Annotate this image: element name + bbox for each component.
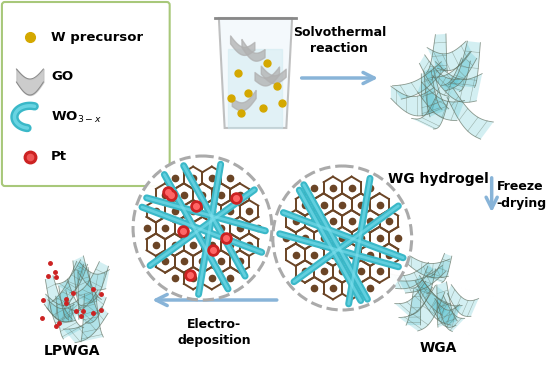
Polygon shape xyxy=(432,52,476,91)
Polygon shape xyxy=(45,276,73,327)
Polygon shape xyxy=(406,290,420,325)
Polygon shape xyxy=(52,261,84,307)
Text: W precursor: W precursor xyxy=(51,31,143,43)
Polygon shape xyxy=(73,256,101,309)
Polygon shape xyxy=(418,82,465,121)
Polygon shape xyxy=(437,282,457,327)
Text: WO$_{3-x}$: WO$_{3-x}$ xyxy=(51,109,102,124)
Polygon shape xyxy=(419,55,459,96)
Polygon shape xyxy=(433,298,460,328)
Text: WGA: WGA xyxy=(420,341,458,355)
Polygon shape xyxy=(399,265,445,293)
Polygon shape xyxy=(78,268,99,319)
Polygon shape xyxy=(47,300,74,322)
Polygon shape xyxy=(63,307,108,343)
Text: Pt: Pt xyxy=(51,151,67,163)
Polygon shape xyxy=(399,285,445,331)
Polygon shape xyxy=(442,58,470,92)
Circle shape xyxy=(133,156,272,300)
FancyBboxPatch shape xyxy=(2,2,170,186)
Polygon shape xyxy=(421,71,442,116)
Text: LPWGA: LPWGA xyxy=(44,344,101,358)
Polygon shape xyxy=(449,41,480,88)
Polygon shape xyxy=(391,86,434,116)
Text: Electro-
deposition: Electro- deposition xyxy=(177,318,251,347)
Polygon shape xyxy=(68,290,106,323)
Polygon shape xyxy=(447,89,494,139)
Polygon shape xyxy=(56,291,84,339)
Polygon shape xyxy=(426,34,448,73)
Polygon shape xyxy=(44,294,79,322)
Polygon shape xyxy=(427,254,452,283)
Polygon shape xyxy=(424,67,449,117)
Polygon shape xyxy=(415,276,451,315)
Polygon shape xyxy=(55,260,88,293)
Text: Freeze
-drying: Freeze -drying xyxy=(496,180,547,209)
Text: WG hydrogel: WG hydrogel xyxy=(388,172,489,186)
Circle shape xyxy=(273,166,412,310)
Polygon shape xyxy=(388,262,432,289)
Polygon shape xyxy=(406,254,450,278)
Text: GO: GO xyxy=(51,71,73,84)
Polygon shape xyxy=(427,41,471,71)
Polygon shape xyxy=(411,266,435,294)
Polygon shape xyxy=(59,279,86,319)
Polygon shape xyxy=(392,62,446,99)
Polygon shape xyxy=(448,285,479,316)
Polygon shape xyxy=(395,281,433,315)
Polygon shape xyxy=(412,92,449,129)
Polygon shape xyxy=(433,62,482,102)
Polygon shape xyxy=(71,262,109,303)
Polygon shape xyxy=(78,263,110,290)
Polygon shape xyxy=(417,280,462,325)
Polygon shape xyxy=(437,296,465,332)
Text: Solvothermal
reaction: Solvothermal reaction xyxy=(293,26,386,55)
Polygon shape xyxy=(81,292,104,342)
Polygon shape xyxy=(219,18,292,128)
